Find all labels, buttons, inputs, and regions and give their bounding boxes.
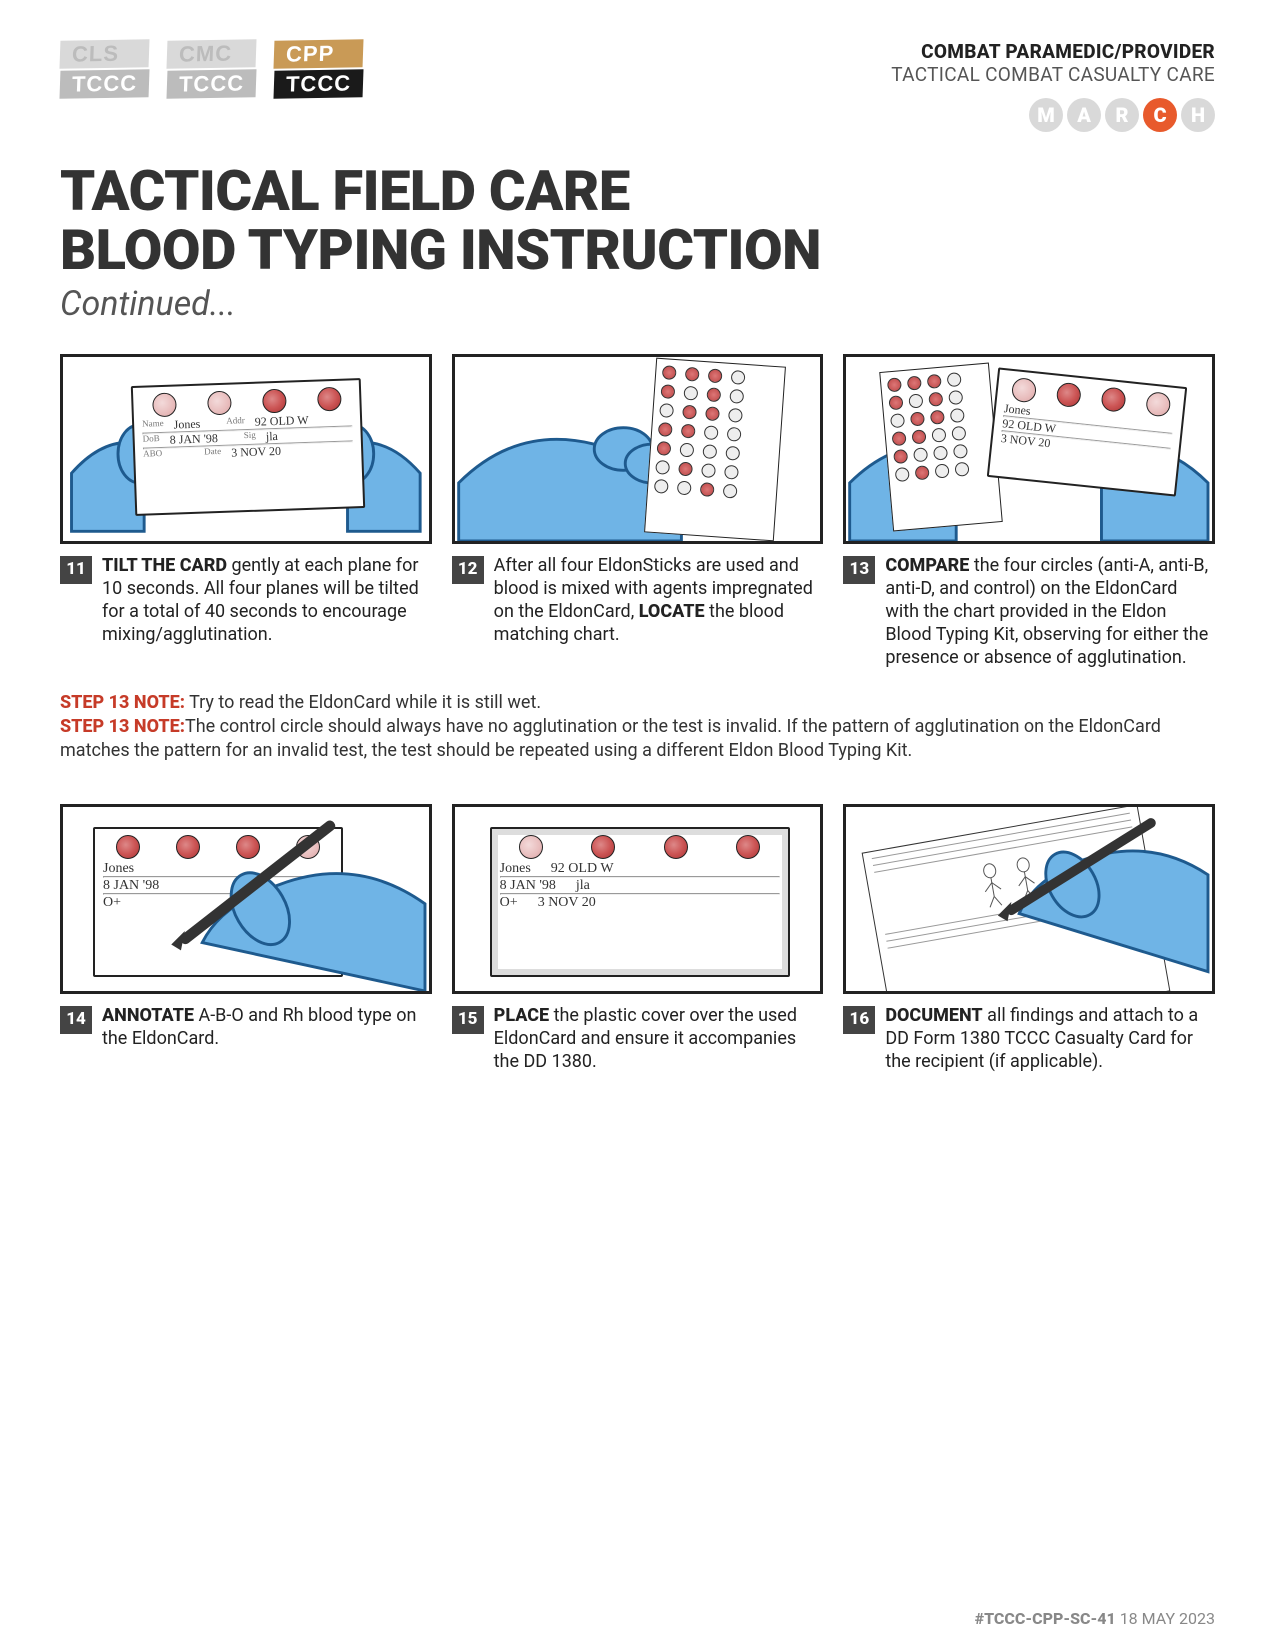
logo-cpp-tccc: CPP TCCC — [274, 40, 363, 98]
step-11: NameJones Addr92 OLD W DoB8 JAN '98 Sigj… — [60, 354, 432, 646]
step-number: 16 — [843, 1006, 875, 1034]
page-footer: #TCCC-CPP-SC-41 18 MAY 2023 — [975, 1609, 1215, 1628]
title-block: TACTICAL FIELD CARE BLOOD TYPING INSTRUC… — [60, 162, 1215, 324]
logo-top: CMC — [167, 39, 257, 69]
blood-chart-icon — [644, 357, 786, 541]
logo-top: CLS — [59, 39, 149, 69]
step-13-illustration: Jones 92 OLD W 3 NOV 20 — [843, 354, 1215, 544]
note-label: STEP 13 NOTE: — [60, 692, 185, 713]
title-line1: TACTICAL FIELD CARE — [60, 162, 1215, 221]
step-row-1: NameJones Addr92 OLD W DoB8 JAN '98 Sigj… — [60, 354, 1215, 669]
step-row-2: Jones 8 JAN '98 O+ 14 ANNOTATE A-B-O and… — [60, 804, 1215, 1073]
logo-cmc-tccc: CMC TCCC — [167, 40, 256, 98]
glove-hand-writing-icon — [63, 807, 429, 991]
step-16: 16 DOCUMENT all findings and attach to a… — [843, 804, 1215, 1073]
glove-hand-writing-icon — [846, 807, 1212, 991]
step-15-illustration: Jones92 OLD W 8 JAN '98jla O+3 NOV 20 — [452, 804, 824, 994]
step-13-caption: 13 COMPARE the four circles (anti-A, ant… — [843, 554, 1215, 669]
step-14-caption: 14 ANNOTATE A-B-O and Rh blood type on t… — [60, 1004, 432, 1050]
step-16-caption: 16 DOCUMENT all findings and attach to a… — [843, 1004, 1215, 1073]
step-number: 11 — [60, 556, 92, 584]
logo-bottom: TCCC — [274, 69, 364, 99]
march-r: R — [1105, 98, 1139, 132]
march-m: M — [1029, 98, 1063, 132]
step-number: 12 — [452, 556, 484, 584]
header-right: COMBAT PARAMEDIC/PROVIDER TACTICAL COMBA… — [891, 40, 1215, 132]
page-header: CLS TCCC CMC TCCC CPP TCCC COMBAT PARAME… — [60, 40, 1215, 132]
step-12-illustration — [452, 354, 824, 544]
march-a: A — [1067, 98, 1101, 132]
step-15-caption: 15 PLACE the plastic cover over the used… — [452, 1004, 824, 1073]
logo-bottom: TCCC — [59, 69, 149, 99]
step-number: 14 — [60, 1006, 92, 1034]
blood-chart-icon — [880, 362, 1004, 531]
step-13-notes: STEP 13 NOTE: Try to read the EldonCard … — [60, 691, 1215, 764]
continued-label: Continued... — [60, 284, 1215, 324]
step-12: 12 After all four EldonSticks are used a… — [452, 354, 824, 646]
step-14-illustration: Jones 8 JAN '98 O+ — [60, 804, 432, 994]
logo-cls-tccc: CLS TCCC — [60, 40, 149, 98]
step-14: Jones 8 JAN '98 O+ 14 ANNOTATE A-B-O and… — [60, 804, 432, 1050]
march-c: C — [1143, 98, 1177, 132]
step-13: Jones 92 OLD W 3 NOV 20 13 COMPARE the f… — [843, 354, 1215, 669]
step-15: Jones92 OLD W 8 JAN '98jla O+3 NOV 20 15… — [452, 804, 824, 1073]
header-role: COMBAT PARAMEDIC/PROVIDER — [891, 40, 1215, 63]
step-11-caption: 11 TILT THE CARD gently at each plane fo… — [60, 554, 432, 646]
logo-top: CPP — [274, 39, 364, 69]
eldoncard-icon: Jones 92 OLD W 3 NOV 20 — [987, 367, 1187, 496]
march-badges: M A R C H — [891, 98, 1215, 132]
logo-row: CLS TCCC CMC TCCC CPP TCCC — [60, 40, 363, 98]
step-number: 13 — [843, 556, 875, 584]
step-16-illustration — [843, 804, 1215, 994]
title-line2: BLOOD TYPING INSTRUCTION — [60, 221, 1215, 280]
step-11-illustration: NameJones Addr92 OLD W DoB8 JAN '98 Sigj… — [60, 354, 432, 544]
logo-bottom: TCCC — [167, 69, 257, 99]
eldoncard-icon: NameJones Addr92 OLD W DoB8 JAN '98 Sigj… — [131, 378, 365, 516]
note-label: STEP 13 NOTE: — [60, 716, 185, 737]
header-subtitle: TACTICAL COMBAT CASUALTY CARE — [891, 63, 1215, 86]
eldoncard-covered-icon: Jones92 OLD W 8 JAN '98jla O+3 NOV 20 — [490, 827, 790, 977]
step-12-caption: 12 After all four EldonSticks are used a… — [452, 554, 824, 646]
doc-code: #TCCC-CPP-SC-41 — [975, 1609, 1116, 1628]
march-h: H — [1181, 98, 1215, 132]
step-number: 15 — [452, 1006, 484, 1034]
